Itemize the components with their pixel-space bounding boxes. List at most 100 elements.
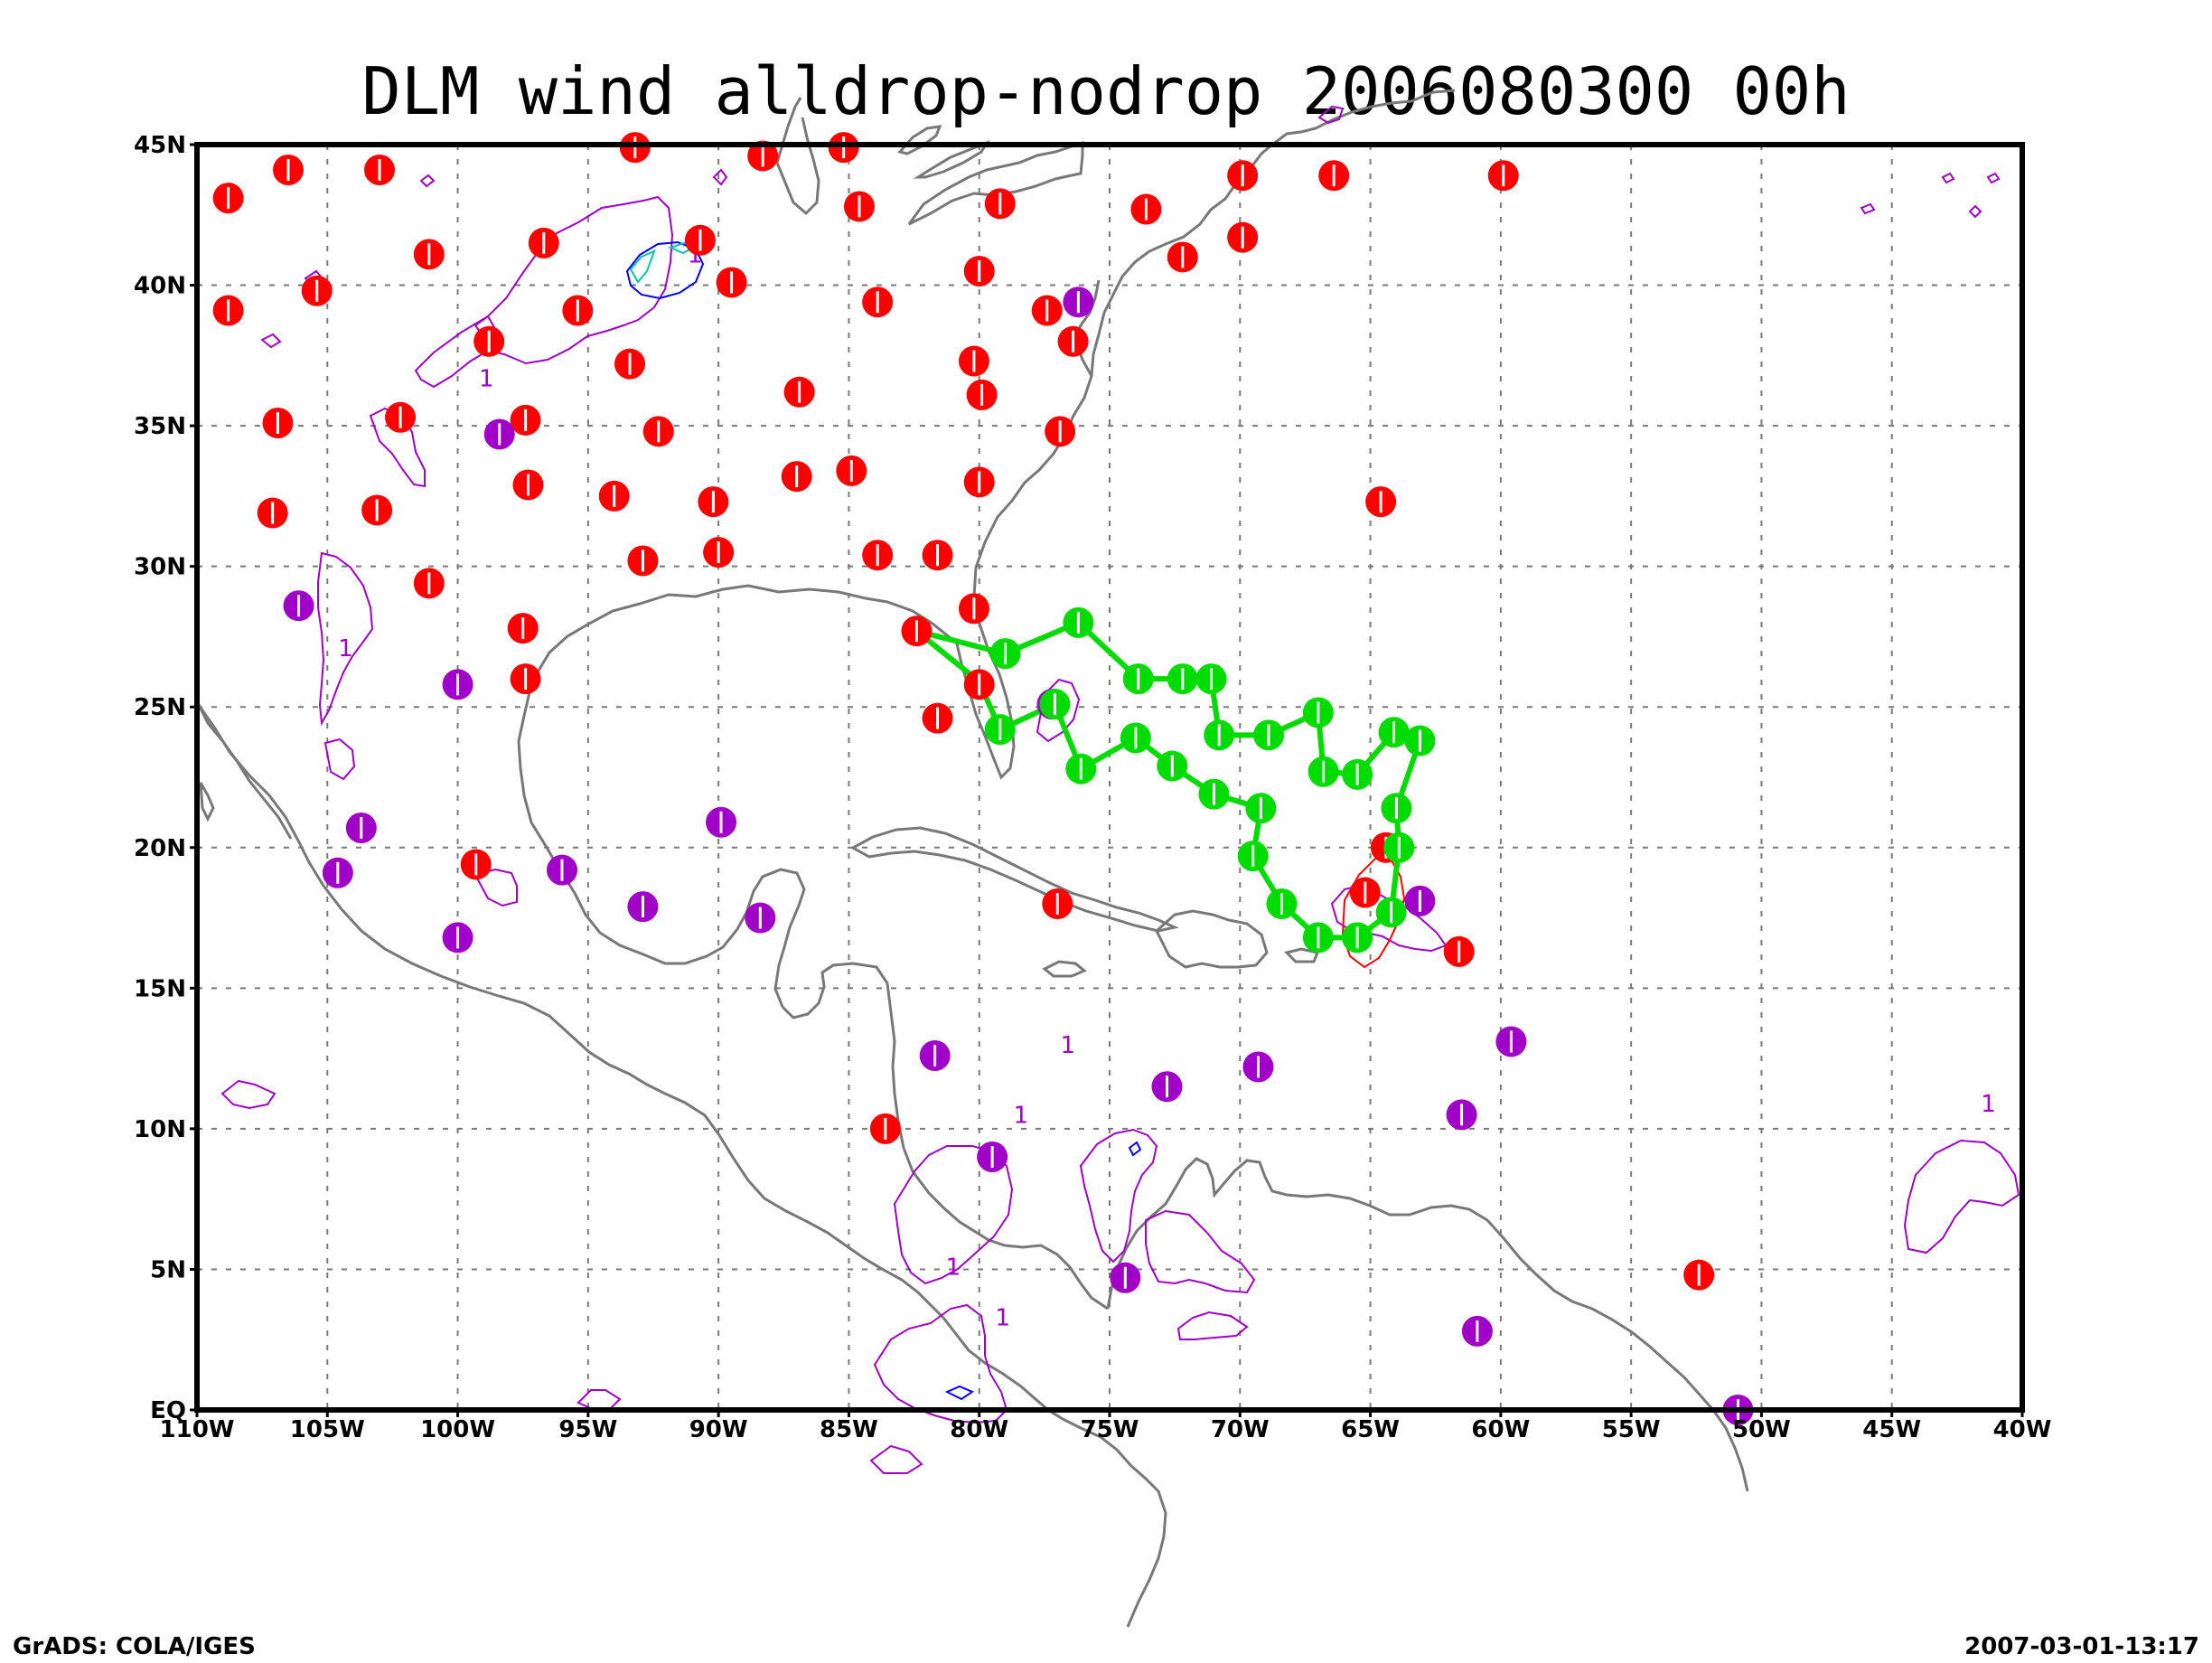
conventional-obs-site: [836, 455, 867, 486]
other-obs-site: [627, 891, 659, 923]
conventional-obs-site: [963, 256, 995, 287]
conventional-obs-site: [473, 325, 505, 357]
y-tick-label: 40N: [134, 273, 186, 300]
y-tick-label: 35N: [134, 413, 186, 440]
other-obs-site: [977, 1142, 1008, 1172]
conventional-obs-site: [963, 466, 995, 498]
jamaica: [1042, 960, 1087, 978]
other-obs-site: [1495, 1026, 1527, 1057]
contour-pacific-panama: [873, 1303, 1008, 1424]
x-tick-label: 75W: [1081, 1416, 1139, 1443]
other-obs-site: [1242, 1051, 1274, 1083]
x-tick-label: 100W: [420, 1416, 495, 1443]
other-obs-site: [919, 1040, 951, 1071]
contour-value-label: 1: [995, 1305, 1010, 1332]
y-tick-label: 5N: [150, 1256, 186, 1283]
map-title: DLM wind alldrop-nodrop 2006080300 00h: [361, 53, 1850, 129]
x-tick-label: 45W: [1862, 1416, 1921, 1443]
conventional-obs-site: [257, 497, 288, 529]
conventional-obs-site: [528, 227, 559, 258]
contour-florida-east: [1036, 678, 1081, 743]
footer-timestamp: 2007-03-01-13:17: [1964, 1633, 2199, 1660]
dropsonde-site: [984, 714, 1016, 746]
dropsonde-site: [1195, 663, 1227, 695]
dropsonde-site: [1266, 888, 1298, 919]
other-obs-site: [547, 854, 577, 886]
y-tick-label: 45N: [134, 132, 186, 159]
x-tick-label: 110W: [160, 1416, 235, 1443]
x-tick-label: 60W: [1471, 1416, 1530, 1443]
conventional-obs-site: [684, 224, 716, 256]
contour-pacific-south: [576, 1389, 622, 1412]
contour-northeast-1: [1317, 105, 1345, 125]
conventional-obs-site: [963, 669, 995, 700]
lake-superior: [913, 139, 990, 179]
other-obs-site: [1461, 1315, 1493, 1347]
dropsonde-site: [1302, 697, 1334, 728]
south-america-north-coast: [1106, 1157, 1749, 1492]
conventional-obs-site: [627, 545, 659, 577]
x-tick-label: 85W: [820, 1416, 878, 1443]
x-tick-label: 90W: [689, 1416, 748, 1443]
conventional-obs-site: [1042, 888, 1073, 919]
conventional-obs-site: [1365, 486, 1397, 518]
dropsonde-site: [1204, 719, 1235, 751]
contour-texas: [317, 551, 374, 727]
x-tick-label: 95W: [558, 1416, 617, 1443]
contour-value-label: 1: [1981, 1091, 1996, 1118]
contour-value-label: 1: [946, 1254, 961, 1282]
conventional-obs-site: [1031, 295, 1063, 326]
contour-inner-blue-2: [944, 1385, 975, 1401]
dropsonde-site: [1198, 778, 1230, 810]
other-obs-site: [1151, 1071, 1183, 1103]
dropsonde-site: [1245, 793, 1277, 824]
dropsonde-site: [1342, 758, 1373, 790]
conventional-obs-site: [273, 155, 304, 185]
contour-atlantic-east: [1903, 1139, 2020, 1254]
conventional-obs-site: [385, 401, 417, 433]
contour-mexico-west: [473, 868, 518, 907]
conventional-obs-site: [301, 275, 333, 306]
conventional-obs-site: [512, 469, 544, 501]
dropsonde-site: [1253, 719, 1285, 751]
other-obs-site: [706, 806, 737, 838]
coastlines: [197, 89, 1749, 1628]
dropsonde-site: [989, 638, 1021, 670]
other-obs-site: [442, 922, 473, 954]
dropsonde-track: [914, 619, 1423, 941]
conventional-obs-site: [598, 480, 630, 512]
x-tick-label: 40W: [1993, 1416, 2052, 1443]
dropsonde-site: [1120, 722, 1151, 754]
x-tick-label: 65W: [1341, 1416, 1400, 1443]
conventional-obs-site: [901, 615, 933, 647]
conventional-obs-site: [642, 416, 674, 447]
conventional-obs-site: [1683, 1259, 1715, 1291]
mexico-pacific-coast: [197, 704, 1167, 1628]
chesapeake-bay: [1073, 279, 1101, 377]
dropsonde-site: [1237, 841, 1269, 872]
footer-software-label: GrADS: COLA/IGES: [13, 1633, 256, 1660]
dropsonde-site: [1378, 717, 1410, 748]
dropsonde-site: [1167, 663, 1198, 695]
x-tick-label: 55W: [1602, 1416, 1661, 1443]
contour-pacific-west: [220, 1079, 276, 1110]
conventional-obs-site: [361, 494, 393, 526]
conventional-obs-site: [958, 345, 989, 377]
wind-difference-contours: [220, 105, 2020, 1474]
y-tick-label: EQ: [150, 1397, 186, 1424]
other-obs-site: [322, 857, 353, 888]
other-obs-site: [1063, 287, 1094, 318]
contour-mexico-north: [323, 738, 356, 781]
dropsonde-site: [1063, 606, 1094, 638]
conventional-obs-site: [364, 155, 395, 185]
conventional-obs-site: [614, 348, 646, 380]
other-obs-site: [1404, 885, 1436, 916]
conventional-obs-site: [262, 408, 294, 438]
other-obs-site: [483, 418, 515, 450]
conventional-obs-site: [698, 486, 729, 518]
conventional-obs-site: [510, 663, 541, 695]
contour-northeast-4: [1968, 204, 1982, 219]
lake-huron-erie: [907, 140, 1084, 226]
y-tick-label: 25N: [134, 694, 186, 721]
lake-ontario: [897, 125, 942, 155]
